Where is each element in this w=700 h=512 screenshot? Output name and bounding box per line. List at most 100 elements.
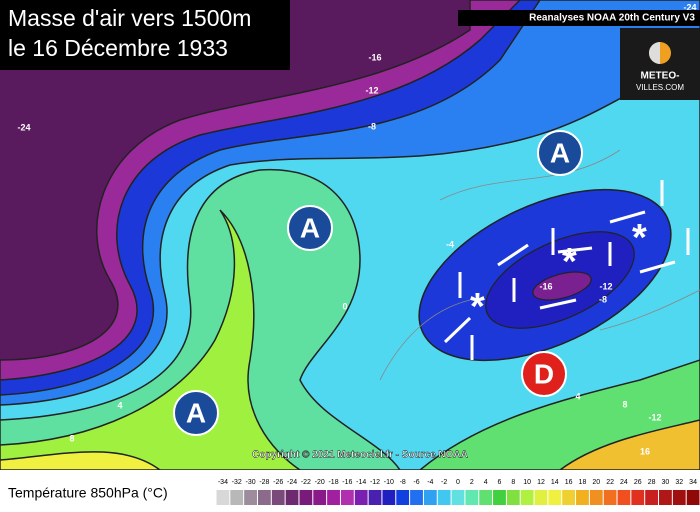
contour-label: 0: [342, 301, 347, 311]
scale-swatch: [659, 490, 672, 505]
logo-text: VILLES.COM: [636, 83, 684, 92]
scale-label: -14: [356, 479, 366, 486]
contour-label: 8: [69, 433, 74, 443]
scale-swatch: [396, 490, 410, 505]
scale-swatch: [285, 490, 299, 505]
scale-label: -32: [232, 479, 242, 486]
contour-label: 16: [640, 446, 650, 456]
scale-swatch: [368, 490, 382, 505]
scale-label: -12: [370, 479, 380, 486]
scale-swatch: [548, 490, 562, 505]
scale-swatch: [299, 490, 313, 505]
scale-swatch: [340, 490, 354, 505]
title-box: [0, 0, 290, 70]
scale-swatch: [493, 490, 506, 505]
scale-swatch: [617, 490, 631, 505]
svg-text:*: *: [562, 241, 577, 283]
scale-swatch: [506, 490, 520, 505]
contour-labels: -24 -16 -12 -8 -4 0 4 8 -16 -8 -12 4 8 -12 16 -24: [17, 2, 696, 456]
color-scale: -34 -32 -30 -28 -26 -2 4 -22 -20 -18 -16 -14 -12 -10 -…: [216, 479, 700, 505]
scale-label: -16: [342, 479, 352, 486]
scale-label: 24: [620, 479, 628, 486]
scale-swatch: [451, 490, 465, 505]
source-box: [458, 10, 700, 26]
scale-swatch: [354, 490, 368, 505]
scale-label: 4: [484, 479, 488, 486]
scale-label: -20: [315, 479, 325, 486]
scale-swatch: [645, 490, 659, 505]
contour-label: -8: [599, 294, 607, 304]
scale-label: 10: [523, 479, 531, 486]
center-marker: [173, 390, 219, 436]
center-marker: [537, 130, 583, 176]
svg-text:*: *: [470, 286, 485, 328]
contour-label: -24: [17, 122, 30, 132]
copyright: Copyright © 2021 Meteociel.fr - Source N…: [252, 450, 468, 461]
center-label: D: [534, 358, 554, 389]
scale-swatch: [382, 490, 396, 505]
center-marker: [521, 351, 567, 397]
scale-label: 26: [634, 479, 642, 486]
scale-label: -30: [246, 479, 256, 486]
scale-label: -4: [427, 479, 433, 486]
scale-label: -10: [384, 479, 394, 486]
center-label: A: [550, 137, 570, 168]
scale-label: -6: [413, 479, 419, 486]
contour-label: -8: [368, 121, 376, 131]
scale-label: -22: [301, 479, 311, 486]
scale-swatch: [534, 490, 548, 505]
scale-swatch: [672, 490, 686, 505]
scale-label: 8: [511, 479, 515, 486]
scale-label: 28: [648, 479, 656, 486]
scale-swatch: [244, 490, 257, 505]
scale-swatch: [562, 490, 576, 505]
source: Reanalyses NOAA 20th Century V3: [529, 13, 695, 24]
scale-swatch: [576, 490, 589, 505]
title: le 16 Décembre 1933: [8, 35, 228, 61]
contour-label: -12: [648, 412, 661, 422]
scale-swatch: [686, 490, 700, 505]
scale-label: 12: [537, 479, 545, 486]
scale-swatch: [437, 490, 451, 505]
scale-swatch: [631, 490, 645, 505]
center-marker: [287, 205, 333, 251]
scale-swatch: [465, 490, 479, 505]
scale-label: 6: [498, 479, 502, 486]
scale-label: 16: [565, 479, 573, 486]
snowflakes: * * *: [470, 217, 647, 328]
scale-swatch: [216, 490, 230, 505]
scale-label: 20: [592, 479, 600, 486]
scale-swatch: [230, 490, 244, 505]
contour-label: 4: [575, 391, 580, 401]
contour-label: -16: [539, 281, 552, 291]
scale-swatch: [589, 490, 603, 505]
scale-swatch: [271, 490, 285, 505]
contour-label: 8: [622, 399, 627, 409]
scale-swatch: [257, 490, 271, 505]
scale-swatch: [603, 490, 617, 505]
scale-label: -2: [441, 479, 447, 486]
scale-label: -26: [273, 479, 283, 486]
scale-label: 2: [470, 479, 474, 486]
pressure-centers: A A A D: [173, 130, 583, 436]
legend-title: Température 850hPa (°C): [8, 485, 168, 501]
scale-swatch: [520, 490, 534, 505]
scale-label: 32: [675, 479, 683, 486]
temperature-field: [0, 0, 700, 470]
contour-label: -4: [446, 239, 454, 249]
scale-label: 22: [606, 479, 614, 486]
scale-swatch: [479, 490, 493, 505]
contour-label: -24: [683, 2, 696, 12]
center-label: A: [300, 212, 320, 243]
contour-label: 4: [117, 400, 122, 410]
svg-text:*: *: [632, 217, 647, 259]
contour-label: -16: [368, 52, 381, 62]
scale-label: -18: [328, 479, 338, 486]
scale-label: 18: [579, 479, 587, 486]
contour-label: -12: [365, 85, 378, 95]
scale-label: 0: [456, 479, 460, 486]
scale-label: -34: [218, 479, 228, 486]
scale-label: -28: [259, 479, 269, 486]
